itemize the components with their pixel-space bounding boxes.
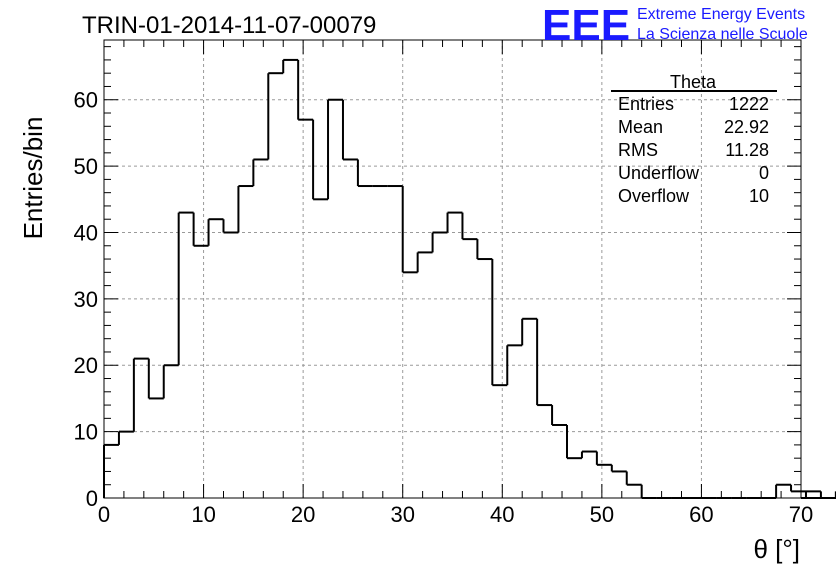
y-tick-label: 60 [74,88,98,113]
x-tick-label: 30 [390,502,414,527]
stats-label-underflow: Underflow [618,163,700,183]
stats-value-entries: 1222 [729,94,769,114]
histogram-bars [103,58,836,499]
chart-title: TRIN-01-2014-11-07-00079 [82,12,376,39]
logo-line-2: La Scienza nelle Scuole [637,26,808,43]
x-tick-label: 40 [490,502,514,527]
stats-box: Theta Entries 1222 Mean 22.92 RMS 11.28 … [611,72,777,206]
grid-lines [104,40,801,498]
x-tick-label: 50 [590,502,614,527]
stats-label-rms: RMS [618,140,658,160]
y-tick-labels: 0 10 20 30 40 50 60 [74,88,98,511]
stats-value-mean: 22.92 [724,117,769,137]
y-tick-label: 40 [74,220,98,245]
logo-line-1: Extreme Energy Events [637,6,805,23]
axis-ticks [103,40,802,499]
y-tick-label: 10 [74,420,98,445]
x-tick-label: 70 [789,502,813,527]
stats-value-rms: 11.28 [725,140,769,160]
eee-logo-mark: EEE [542,1,630,50]
stats-label-overflow: Overflow [618,186,690,206]
stats-value-underflow: 0 [759,163,769,183]
stats-label-entries: Entries [618,94,674,114]
x-tick-label: 20 [291,502,315,527]
x-axis-label: θ [°] [753,534,800,564]
x-tick-labels: 0 10 20 30 40 50 60 70 [98,502,813,527]
y-tick-label: 50 [74,154,98,179]
x-tick-label: 0 [98,502,110,527]
y-tick-label: 30 [74,287,98,312]
x-tick-label: 10 [191,502,215,527]
eee-logo: EEE Extreme Energy Events La Scienza nel… [542,1,808,50]
plot-frame [103,39,802,499]
x-tick-label: 60 [689,502,713,527]
stats-value-overflow: 10 [749,186,769,206]
y-axis-label: Entries/bin [18,117,48,240]
stats-title: Theta [670,72,717,92]
stats-label-mean: Mean [618,117,663,137]
y-tick-label: 20 [74,353,98,378]
y-tick-label: 0 [86,486,98,511]
